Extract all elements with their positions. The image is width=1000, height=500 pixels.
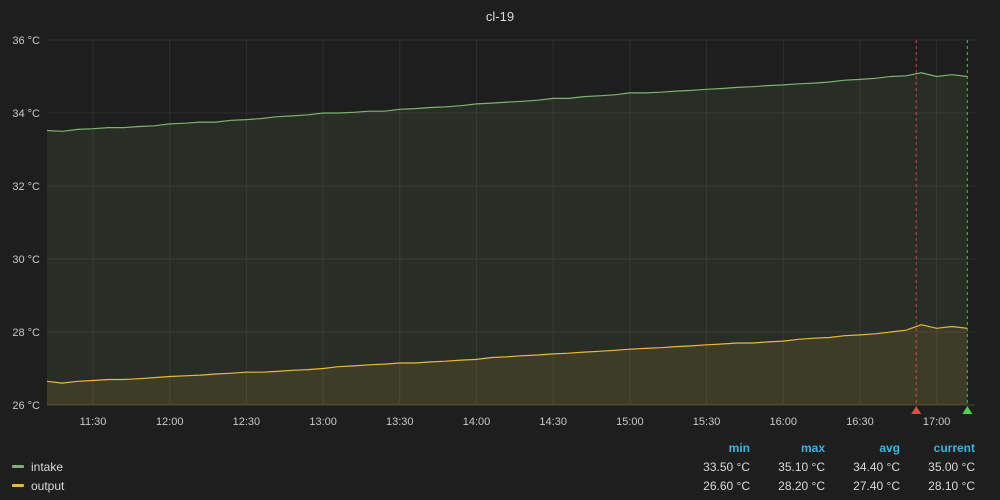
x-tick-label: 12:30 [233, 416, 261, 428]
legend-column-current[interactable]: current [933, 440, 975, 455]
annotation-marker-0[interactable] [911, 406, 922, 414]
annotation-marker-1[interactable] [962, 406, 973, 414]
y-tick-label: 30 °C [12, 254, 40, 266]
legend-value-output-current: 28.10 °C [928, 478, 975, 493]
legend-value-intake-current: 35.00 °C [928, 459, 975, 474]
y-tick-label: 26 °C [12, 400, 40, 412]
x-tick-label: 16:30 [846, 416, 874, 428]
legend: min max avg current intake 33.50 °C 35.10 °C 34… [12, 439, 975, 494]
legend-series-intake[interactable]: intake [12, 460, 675, 474]
x-tick-label: 11:30 [80, 416, 107, 428]
legend-column-max[interactable]: max [800, 440, 825, 455]
legend-value-output-avg: 27.40 °C [853, 478, 900, 493]
x-tick-label: 13:30 [386, 416, 414, 428]
legend-series-label[interactable]: output [31, 478, 65, 493]
legend-series-color-icon[interactable] [12, 484, 24, 487]
legend-column-avg[interactable]: avg [879, 440, 900, 455]
legend-series-color-icon[interactable] [12, 465, 24, 468]
legend-value-intake-max: 35.10 °C [778, 459, 825, 474]
panel-title[interactable]: cl-19 [485, 9, 515, 24]
legend-series-label[interactable]: intake [31, 459, 64, 474]
x-tick-label: 15:00 [616, 416, 644, 428]
x-tick-label: 16:00 [769, 416, 797, 428]
legend-value-intake-avg: 34.40 °C [853, 459, 900, 474]
chart-canvas[interactable]: 26 °C 28 °C 30 °C 32 °C 34 °C 36 °C 11:30 12:00… [0, 0, 1000, 432]
x-tick-label: 12:00 [156, 416, 184, 428]
legend-series-output[interactable]: output [12, 479, 675, 493]
legend-value-intake-min: 33.50 °C [703, 459, 750, 474]
y-tick-label: 28 °C [12, 327, 40, 339]
series-intake-line [46, 72, 968, 132]
legend-value-output-max: 28.20 °C [778, 478, 825, 493]
x-tick-label: 13:00 [309, 416, 337, 428]
legend-value-output-min: 26.60 °C [703, 478, 750, 493]
series-output-fill [47, 324, 968, 405]
x-tick-label: 14:30 [539, 416, 567, 428]
series-output-line [46, 324, 968, 384]
x-tick-label: 14:00 [463, 416, 491, 428]
series-intake-fill [47, 72, 968, 406]
y-tick-label: 36 °C [12, 35, 40, 47]
y-tick-label: 32 °C [12, 181, 40, 193]
y-tick-label: 34 °C [12, 108, 40, 120]
legend-column-min[interactable]: min [728, 440, 750, 455]
x-tick-label: 17:00 [923, 416, 951, 428]
x-tick-label: 15:30 [693, 416, 721, 428]
